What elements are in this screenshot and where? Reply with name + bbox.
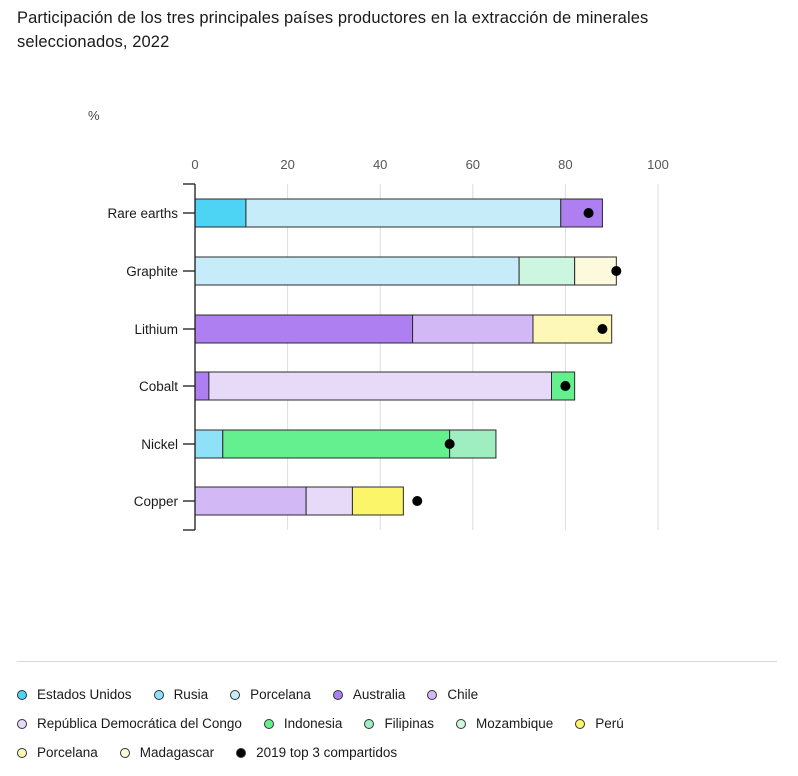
legend-item-rdc: República Democrática del Congo bbox=[17, 716, 242, 731]
legend-swatch bbox=[263, 718, 274, 729]
dot-2019 bbox=[583, 208, 594, 218]
category-label: Rare earths bbox=[107, 206, 178, 221]
legend: Estados Unidos Rusia Porcelana Australia… bbox=[17, 680, 787, 767]
legend-item-mozambique: Mozambique bbox=[455, 716, 554, 731]
dot-2019 bbox=[412, 496, 423, 506]
legend-swatch bbox=[17, 747, 27, 758]
legend-label: Estados Unidos bbox=[37, 687, 132, 702]
bar-segment bbox=[305, 486, 353, 516]
x-tick-label: 60 bbox=[466, 157, 480, 172]
legend-divider bbox=[17, 661, 777, 662]
legend-item-madagascar: Madagascar bbox=[119, 745, 215, 760]
dot-2019 bbox=[560, 381, 571, 391]
bar-segment bbox=[194, 198, 247, 228]
legend-swatch bbox=[332, 689, 343, 700]
legend-swatch bbox=[230, 689, 241, 700]
chart-title: Participación de los tres principales pa… bbox=[17, 9, 649, 51]
dots-2019 bbox=[412, 208, 622, 506]
legend-swatch bbox=[455, 718, 466, 729]
category-label: Lithium bbox=[134, 322, 178, 337]
bar-segment bbox=[194, 314, 414, 344]
bar-segment bbox=[194, 371, 210, 401]
bar-segment bbox=[449, 429, 497, 459]
legend-row: Estados Unidos Rusia Porcelana Australia… bbox=[17, 680, 787, 709]
dot-2019 bbox=[444, 439, 455, 449]
bar-segment bbox=[194, 256, 520, 286]
bar-segment bbox=[412, 314, 534, 344]
bar-segment bbox=[560, 198, 603, 228]
legend-row: República Democrática del Congo Indonesi… bbox=[17, 709, 787, 738]
legend-item-porcelana-2: Porcelana bbox=[17, 745, 98, 760]
legend-label: Rusia bbox=[173, 687, 209, 702]
legend-swatch bbox=[236, 747, 247, 758]
bars bbox=[194, 198, 617, 516]
legend-swatch bbox=[575, 718, 586, 729]
axis-unit-label: % bbox=[88, 108, 100, 123]
bar-segment bbox=[245, 198, 562, 228]
bar-segment bbox=[222, 429, 451, 459]
category-label: Copper bbox=[134, 494, 179, 509]
legend-label: Porcelana bbox=[250, 687, 311, 702]
legend-label: República Democrática del Congo bbox=[37, 716, 242, 731]
legend-label: Australia bbox=[352, 687, 406, 702]
dot-2019 bbox=[597, 324, 608, 334]
legend-item-australia: Australia bbox=[332, 687, 406, 702]
gridlines bbox=[287, 184, 659, 530]
bar-segment bbox=[194, 429, 224, 459]
bar-segment bbox=[351, 486, 404, 516]
category-label: Nickel bbox=[141, 437, 178, 452]
stacked-bar-chart: 0 20 40 60 80 100 Rare earths Graphite Lithium C… bbox=[107, 157, 669, 531]
legend-label: Mozambique bbox=[475, 716, 554, 731]
dot-2019 bbox=[611, 266, 622, 276]
legend-item-chile: Chile bbox=[427, 687, 478, 702]
category-label: Cobalt bbox=[139, 379, 178, 394]
bar-segment bbox=[208, 371, 553, 401]
bar-segment bbox=[194, 486, 307, 516]
legend-label: 2019 top 3 compartidos bbox=[256, 745, 398, 760]
bar-segment bbox=[518, 256, 576, 286]
legend-item-indonesia: Indonesia bbox=[263, 716, 343, 731]
legend-label: Porcelana bbox=[37, 745, 98, 760]
x-axis-ticks: 0 20 40 60 80 100 bbox=[191, 157, 668, 172]
legend-swatch bbox=[119, 747, 130, 758]
legend-row: Porcelana Madagascar 2019 top 3 comparti… bbox=[17, 738, 787, 767]
x-tick-label: 40 bbox=[373, 157, 387, 172]
legend-item-filipinas: Filipinas bbox=[364, 716, 434, 731]
legend-label: Madagascar bbox=[139, 745, 215, 760]
x-tick-label: 0 bbox=[191, 157, 198, 172]
bar-segment bbox=[574, 256, 617, 286]
category-labels: Rare earths Graphite Lithium Cobalt Nickel Co… bbox=[107, 206, 178, 509]
legend-item-peru: Perú bbox=[575, 716, 624, 731]
category-label: Graphite bbox=[126, 264, 178, 279]
legend-item-estados-unidos: Estados Unidos bbox=[17, 687, 132, 702]
legend-swatch bbox=[17, 689, 27, 700]
legend-item-2019: 2019 top 3 compartidos bbox=[236, 745, 397, 760]
legend-label: Perú bbox=[595, 716, 624, 731]
legend-swatch bbox=[153, 689, 164, 700]
legend-item-porcelana: Porcelana bbox=[230, 687, 311, 702]
x-tick-label: 80 bbox=[558, 157, 572, 172]
legend-label: Chile bbox=[447, 687, 479, 702]
legend-label: Filipinas bbox=[384, 716, 434, 731]
x-tick-label: 100 bbox=[647, 157, 669, 172]
y-axis bbox=[183, 183, 196, 531]
legend-item-rusia: Rusia bbox=[153, 687, 209, 702]
legend-swatch bbox=[364, 718, 375, 729]
legend-swatch bbox=[17, 718, 27, 729]
legend-swatch bbox=[427, 689, 438, 700]
x-tick-label: 20 bbox=[280, 157, 294, 172]
legend-label: Indonesia bbox=[283, 716, 343, 731]
